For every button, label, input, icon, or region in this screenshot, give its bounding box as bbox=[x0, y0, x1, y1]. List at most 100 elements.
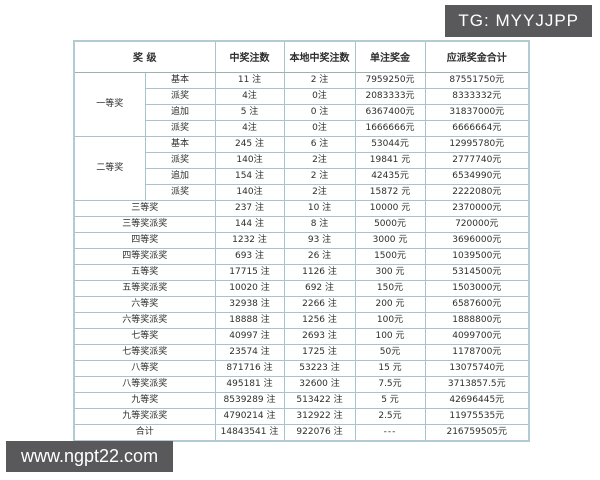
single-prize-cell: 6367400元 bbox=[354, 103, 426, 121]
win-count-cell: 245 注 bbox=[214, 135, 285, 153]
win-count-cell: 140注 bbox=[214, 183, 285, 201]
local-win-count-cell: 2693 注 bbox=[283, 327, 356, 345]
single-prize-cell: 1666666元 bbox=[354, 119, 426, 137]
win-count-cell: 5 注 bbox=[214, 103, 285, 121]
prize-level-label: 五等奖 bbox=[73, 263, 216, 281]
local-win-count-cell: 1126 注 bbox=[283, 263, 356, 281]
win-count-cell: 1232 注 bbox=[214, 231, 285, 249]
table-row: 四等奖 1232 注 93 注 3000 元 3696000元 bbox=[73, 231, 530, 249]
local-win-count-cell: 53223 注 bbox=[283, 359, 356, 377]
local-win-count-cell: 513422 注 bbox=[283, 391, 356, 409]
total-prize-cell: 6587600元 bbox=[424, 295, 530, 313]
win-count-cell: 17715 注 bbox=[214, 263, 285, 281]
single-prize-cell: 53044元 bbox=[354, 135, 426, 153]
header-single-prize: 单注奖金 bbox=[354, 40, 426, 73]
total-prize-cell: 12995780元 bbox=[424, 135, 530, 153]
prize-sub-label: 追加 bbox=[144, 103, 216, 121]
win-count-cell: 144 注 bbox=[214, 215, 285, 233]
prize-sub-label: 派奖 bbox=[144, 119, 216, 137]
total-prize-cell: 1039500元 bbox=[424, 247, 530, 265]
single-prize-cell: 100元 bbox=[354, 311, 426, 329]
table-row: 五等奖 17715 注 1126 注 300 元 5314500元 bbox=[73, 263, 530, 281]
total-prize-cell: 6534990元 bbox=[424, 167, 530, 185]
table-row: 七等奖派奖 23574 注 1725 注 50元 1178700元 bbox=[73, 343, 530, 361]
single-prize-cell: 7959250元 bbox=[354, 71, 426, 89]
table-row: 六等奖派奖 18888 注 1256 注 100元 1888800元 bbox=[73, 311, 530, 329]
total-prize-cell: 5314500元 bbox=[424, 263, 530, 281]
header-prize-level: 奖 级 bbox=[73, 40, 216, 73]
single-prize-cell: 7.5元 bbox=[354, 375, 426, 393]
total-prize-cell: 720000元 bbox=[424, 215, 530, 233]
local-win-count-cell: 2注 bbox=[283, 151, 356, 169]
single-prize-cell: 200 元 bbox=[354, 295, 426, 313]
table-row: 九等奖派奖 4790214 注 312922 注 2.5元 11975535元 bbox=[73, 407, 530, 425]
table-row: 派奖 140注 2注 19841 元 2777740元 bbox=[74, 151, 530, 169]
local-win-count-cell: 2 注 bbox=[283, 167, 356, 185]
win-count-cell: 237 注 bbox=[214, 199, 285, 217]
prize-level-label: 合计 bbox=[73, 423, 216, 441]
website-watermark-badge: www.ngpt22.com bbox=[6, 441, 174, 472]
prize-level-label: 八等奖派奖 bbox=[73, 375, 216, 393]
local-win-count-cell: 692 注 bbox=[283, 279, 356, 297]
total-prize-cell: 1178700元 bbox=[424, 343, 530, 361]
table-row: 八等奖 871716 注 53223 注 15 元 13075740元 bbox=[73, 359, 530, 377]
total-prize-cell: 2222080元 bbox=[424, 183, 530, 201]
win-count-cell: 4790214 注 bbox=[214, 407, 285, 425]
local-win-count-cell: 32600 注 bbox=[283, 375, 356, 393]
local-win-count-cell: 1256 注 bbox=[283, 311, 356, 329]
prize-sub-label: 派奖 bbox=[144, 87, 216, 105]
total-prize-cell: 4099700元 bbox=[424, 327, 530, 345]
total-prize-cell: 3713857.5元 bbox=[424, 375, 530, 393]
single-prize-cell: 2.5元 bbox=[354, 407, 426, 425]
local-win-count-cell: 8 注 bbox=[283, 215, 356, 233]
local-win-count-cell: 2注 bbox=[283, 183, 356, 201]
win-count-cell: 495181 注 bbox=[214, 375, 285, 393]
table-row: 三等奖 237 注 10 注 10000 元 2370000元 bbox=[73, 199, 530, 217]
prize-level-label: 九等奖 bbox=[73, 391, 216, 409]
win-count-cell: 40997 注 bbox=[214, 327, 285, 345]
win-count-cell: 140注 bbox=[214, 151, 285, 169]
single-prize-cell: 300 元 bbox=[354, 263, 426, 281]
win-count-cell: 693 注 bbox=[214, 247, 285, 265]
table-row: 四等奖派奖 693 注 26 注 1500元 1039500元 bbox=[73, 247, 530, 265]
table-row: 五等奖派奖 10020 注 692 注 150元 1503000元 bbox=[73, 279, 530, 297]
prize-group-label: 一等奖 bbox=[73, 71, 146, 137]
single-prize-cell: 15 元 bbox=[354, 359, 426, 377]
total-prize-cell: 6666664元 bbox=[424, 119, 530, 137]
prize-level-label: 七等奖派奖 bbox=[73, 343, 216, 361]
win-count-cell: 8539289 注 bbox=[214, 391, 285, 409]
total-prize-cell: 42696445元 bbox=[424, 391, 530, 409]
local-win-count-cell: 6 注 bbox=[283, 135, 356, 153]
header-win-count: 中奖注数 bbox=[214, 40, 285, 73]
single-prize-cell: 5000元 bbox=[354, 215, 426, 233]
total-prize-cell: 2777740元 bbox=[424, 151, 530, 169]
prize-level-label: 六等奖派奖 bbox=[73, 311, 216, 329]
single-prize-cell: 150元 bbox=[354, 279, 426, 297]
table-row: 派奖 4注 0注 2083333元 8333332元 bbox=[74, 87, 530, 105]
single-prize-cell: 19841 元 bbox=[354, 151, 426, 169]
single-prize-cell: 10000 元 bbox=[354, 199, 426, 217]
total-prize-cell: 8333332元 bbox=[424, 87, 530, 105]
prize-level-label: 四等奖派奖 bbox=[73, 247, 216, 265]
win-count-cell: 4注 bbox=[214, 119, 285, 137]
single-prize-cell: 15872 元 bbox=[354, 183, 426, 201]
total-prize-cell: 2370000元 bbox=[424, 199, 530, 217]
total-prize-cell: 13075740元 bbox=[424, 359, 530, 377]
single-prize-cell: 100 元 bbox=[354, 327, 426, 345]
win-count-cell: 871716 注 bbox=[214, 359, 285, 377]
single-prize-cell: 5 元 bbox=[354, 391, 426, 409]
prize-level-label: 三等奖派奖 bbox=[73, 215, 216, 233]
prize-sub-label: 基本 bbox=[144, 135, 216, 153]
single-prize-cell: 3000 元 bbox=[354, 231, 426, 249]
table-row: 八等奖派奖 495181 注 32600 注 7.5元 3713857.5元 bbox=[73, 375, 530, 393]
prize-level-label: 七等奖 bbox=[73, 327, 216, 345]
win-count-cell: 4注 bbox=[214, 87, 285, 105]
local-win-count-cell: 2266 注 bbox=[283, 295, 356, 313]
